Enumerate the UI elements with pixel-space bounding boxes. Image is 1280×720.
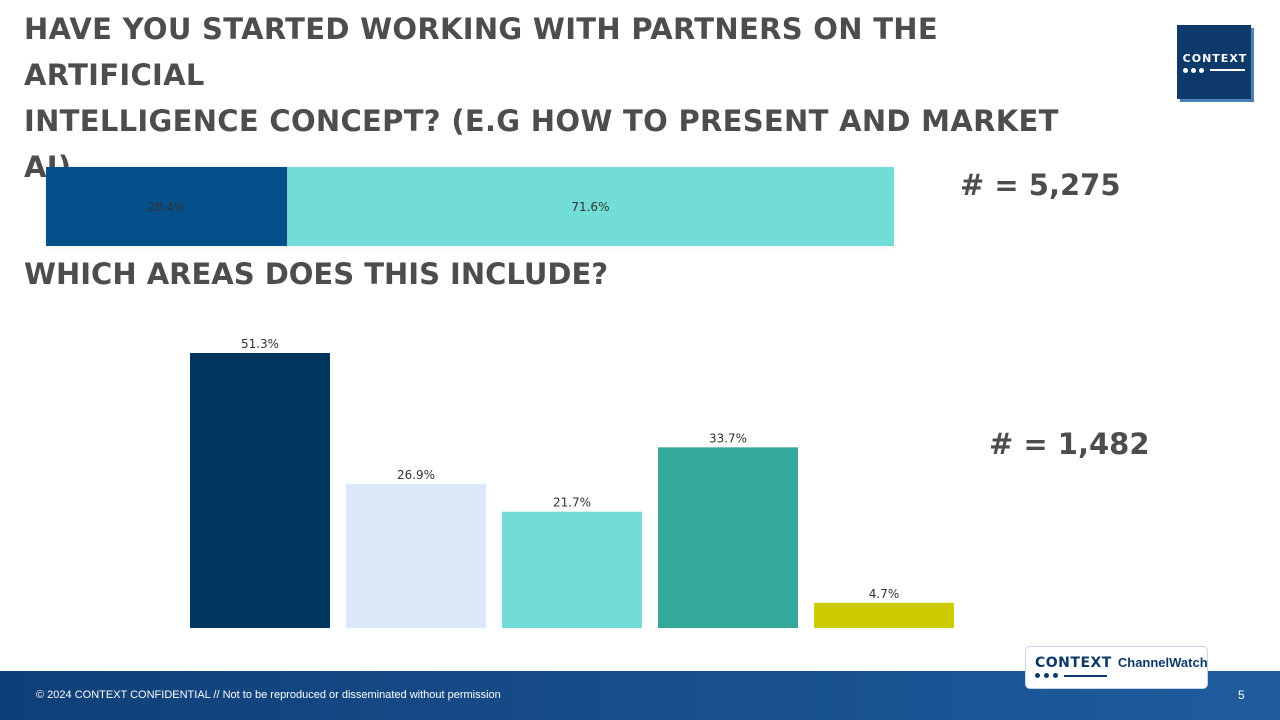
column-bar-2 <box>346 483 486 628</box>
column-chart: 51.3% 26.9% 21.7% 33.7% 4.7% <box>190 337 954 628</box>
logo-dots-icon <box>1183 67 1245 73</box>
column-value-label-4: 33.7% <box>709 431 747 445</box>
slide-title: HAVE YOU STARTED WORKING WITH PARTNERS O… <box>24 6 1104 190</box>
column-value-label-5: 4.7% <box>869 587 900 601</box>
channelwatch-logo: CONTEXT ChannelWatch <box>1025 646 1208 689</box>
title-line-1: HAVE YOU STARTED WORKING WITH PARTNERS O… <box>24 12 938 92</box>
column-bar-5 <box>814 602 954 628</box>
section-subtitle: WHICH AREAS DOES THIS INCLUDE? <box>24 257 609 291</box>
column-value-label-3: 21.7% <box>553 496 591 510</box>
footer-confidential-text: © 2024 CONTEXT CONFIDENTIAL // Not to be… <box>36 689 501 701</box>
context-logo: CONTEXT <box>1177 25 1251 99</box>
column-value-label-1: 51.3% <box>241 337 279 351</box>
stacked-bar-chart: 28.4% 71.6% <box>46 167 894 246</box>
column-bar-3 <box>502 511 642 628</box>
column-value-label-2: 26.9% <box>397 468 435 482</box>
page-number: 5 <box>1238 688 1245 702</box>
stacked-segment-2: 71.6% <box>286 167 894 246</box>
stacked-segment-1: 28.4% <box>46 167 287 246</box>
channelwatch-dots-icon <box>1035 673 1107 678</box>
logo-text: CONTEXT <box>1182 51 1248 65</box>
channelwatch-brand: CONTEXT <box>1035 655 1112 671</box>
column-bar-1 <box>190 353 330 628</box>
stacked-segment-label-1: 28.4% <box>147 199 186 214</box>
title-line-2: INTELLIGENCE CONCEPT? (E.G HOW TO PRESEN… <box>24 104 1059 184</box>
sample-size-bottom: # = 1,482 <box>989 427 1150 461</box>
stacked-segment-label-2: 71.6% <box>571 199 610 214</box>
channelwatch-product: ChannelWatch <box>1117 655 1208 670</box>
column-bar-4 <box>658 447 798 628</box>
sample-size-top: # = 5,275 <box>960 168 1121 202</box>
